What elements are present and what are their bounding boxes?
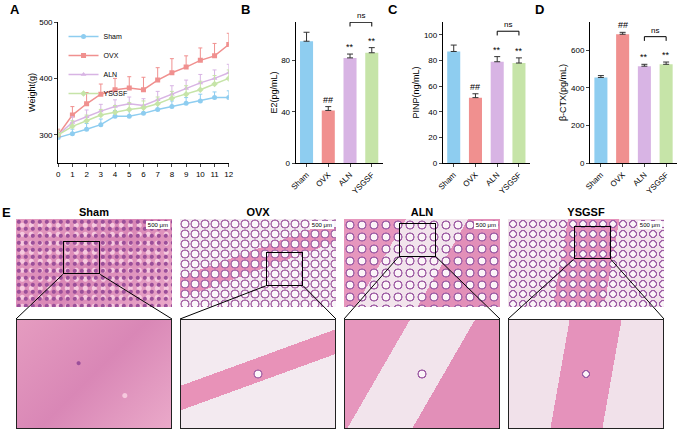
svg-text:400: 400	[39, 74, 53, 83]
svg-text:YSGSF: YSGSF	[498, 170, 524, 196]
svg-text:ALN: ALN	[104, 71, 118, 78]
svg-text:YSGSF: YSGSF	[645, 170, 671, 196]
svg-text:6: 6	[141, 170, 146, 179]
svg-text:##: ##	[618, 20, 628, 30]
svg-text:0: 0	[56, 170, 61, 179]
svg-text:10: 10	[196, 170, 205, 179]
svg-text:ns: ns	[504, 20, 512, 29]
svg-text:OVX: OVX	[104, 52, 119, 59]
svg-text:YSGSF: YSGSF	[350, 170, 376, 196]
svg-text:**: **	[493, 45, 501, 55]
svg-text:β-CTX(pg/mL): β-CTX(pg/mL)	[558, 64, 568, 121]
svg-text:##: ##	[470, 82, 480, 92]
svg-text:2: 2	[84, 170, 89, 179]
svg-text:Weight(g): Weight(g)	[27, 73, 37, 112]
svg-text:0: 0	[433, 159, 438, 168]
svg-text:60: 60	[428, 82, 437, 91]
svg-text:##: ##	[323, 95, 333, 105]
svg-text:11: 11	[210, 170, 219, 179]
svg-text:Sham: Sham	[290, 170, 311, 191]
svg-text:Sham: Sham	[437, 170, 458, 191]
svg-text:0: 0	[286, 159, 291, 168]
svg-text:5: 5	[127, 170, 132, 179]
svg-text:3: 3	[99, 170, 104, 179]
svg-text:OVX: OVX	[314, 170, 333, 189]
svg-text:YSGSF: YSGSF	[104, 90, 128, 97]
svg-text:Sham: Sham	[584, 170, 605, 191]
html-text:ALN: ALN	[410, 206, 434, 218]
svg-text:200: 200	[571, 121, 585, 130]
svg-text:OVX: OVX	[461, 170, 480, 189]
svg-text:4: 4	[113, 170, 118, 179]
html-text:E: E	[2, 205, 11, 220]
svg-text:ALN: ALN	[484, 170, 502, 188]
html-text:500 μm: 500 μm	[639, 222, 660, 228]
svg-text:**: **	[346, 42, 354, 52]
svg-text:100: 100	[424, 31, 438, 40]
html-text:500 μm: 500 μm	[475, 222, 496, 228]
svg-text:C: C	[388, 2, 398, 17]
svg-text:ALN: ALN	[631, 170, 649, 188]
svg-text:400: 400	[571, 84, 585, 93]
svg-text:0: 0	[580, 159, 585, 168]
svg-text:1: 1	[70, 170, 75, 179]
svg-text:A: A	[10, 2, 20, 17]
svg-text:300: 300	[39, 131, 53, 140]
svg-text:ns: ns	[357, 11, 365, 20]
html-text:OVX: OVX	[246, 206, 270, 218]
svg-text:ns: ns	[651, 26, 659, 35]
svg-text:8: 8	[170, 170, 175, 179]
svg-text:20: 20	[428, 133, 437, 142]
svg-text:PINP(ng/mL): PINP(ng/mL)	[411, 66, 421, 118]
svg-text:**: **	[662, 50, 670, 60]
svg-text:7: 7	[155, 170, 160, 179]
svg-text:Sham: Sham	[104, 33, 122, 40]
svg-text:**: **	[640, 52, 648, 62]
html-text:500 μm: 500 μm	[147, 222, 168, 228]
svg-text:ALN: ALN	[337, 170, 355, 188]
svg-text:600: 600	[571, 46, 585, 55]
svg-text:**: **	[368, 36, 376, 46]
svg-text:9: 9	[184, 170, 189, 179]
svg-text:D: D	[535, 2, 544, 17]
svg-text:80: 80	[281, 56, 290, 65]
svg-text:**: **	[515, 46, 523, 56]
html-text:YSGSF: YSGSF	[567, 206, 605, 218]
svg-text:E2(pg/mL): E2(pg/mL)	[269, 71, 279, 113]
svg-text:500: 500	[39, 18, 53, 27]
svg-text:40: 40	[428, 108, 437, 117]
svg-text:B: B	[241, 2, 250, 17]
html-text:Sham: Sham	[79, 206, 109, 218]
svg-text:80: 80	[428, 56, 437, 65]
svg-text:40: 40	[281, 108, 290, 117]
svg-text:12: 12	[224, 170, 233, 179]
html-text:500 μm: 500 μm	[311, 222, 332, 228]
svg-text:OVX: OVX	[609, 170, 628, 189]
